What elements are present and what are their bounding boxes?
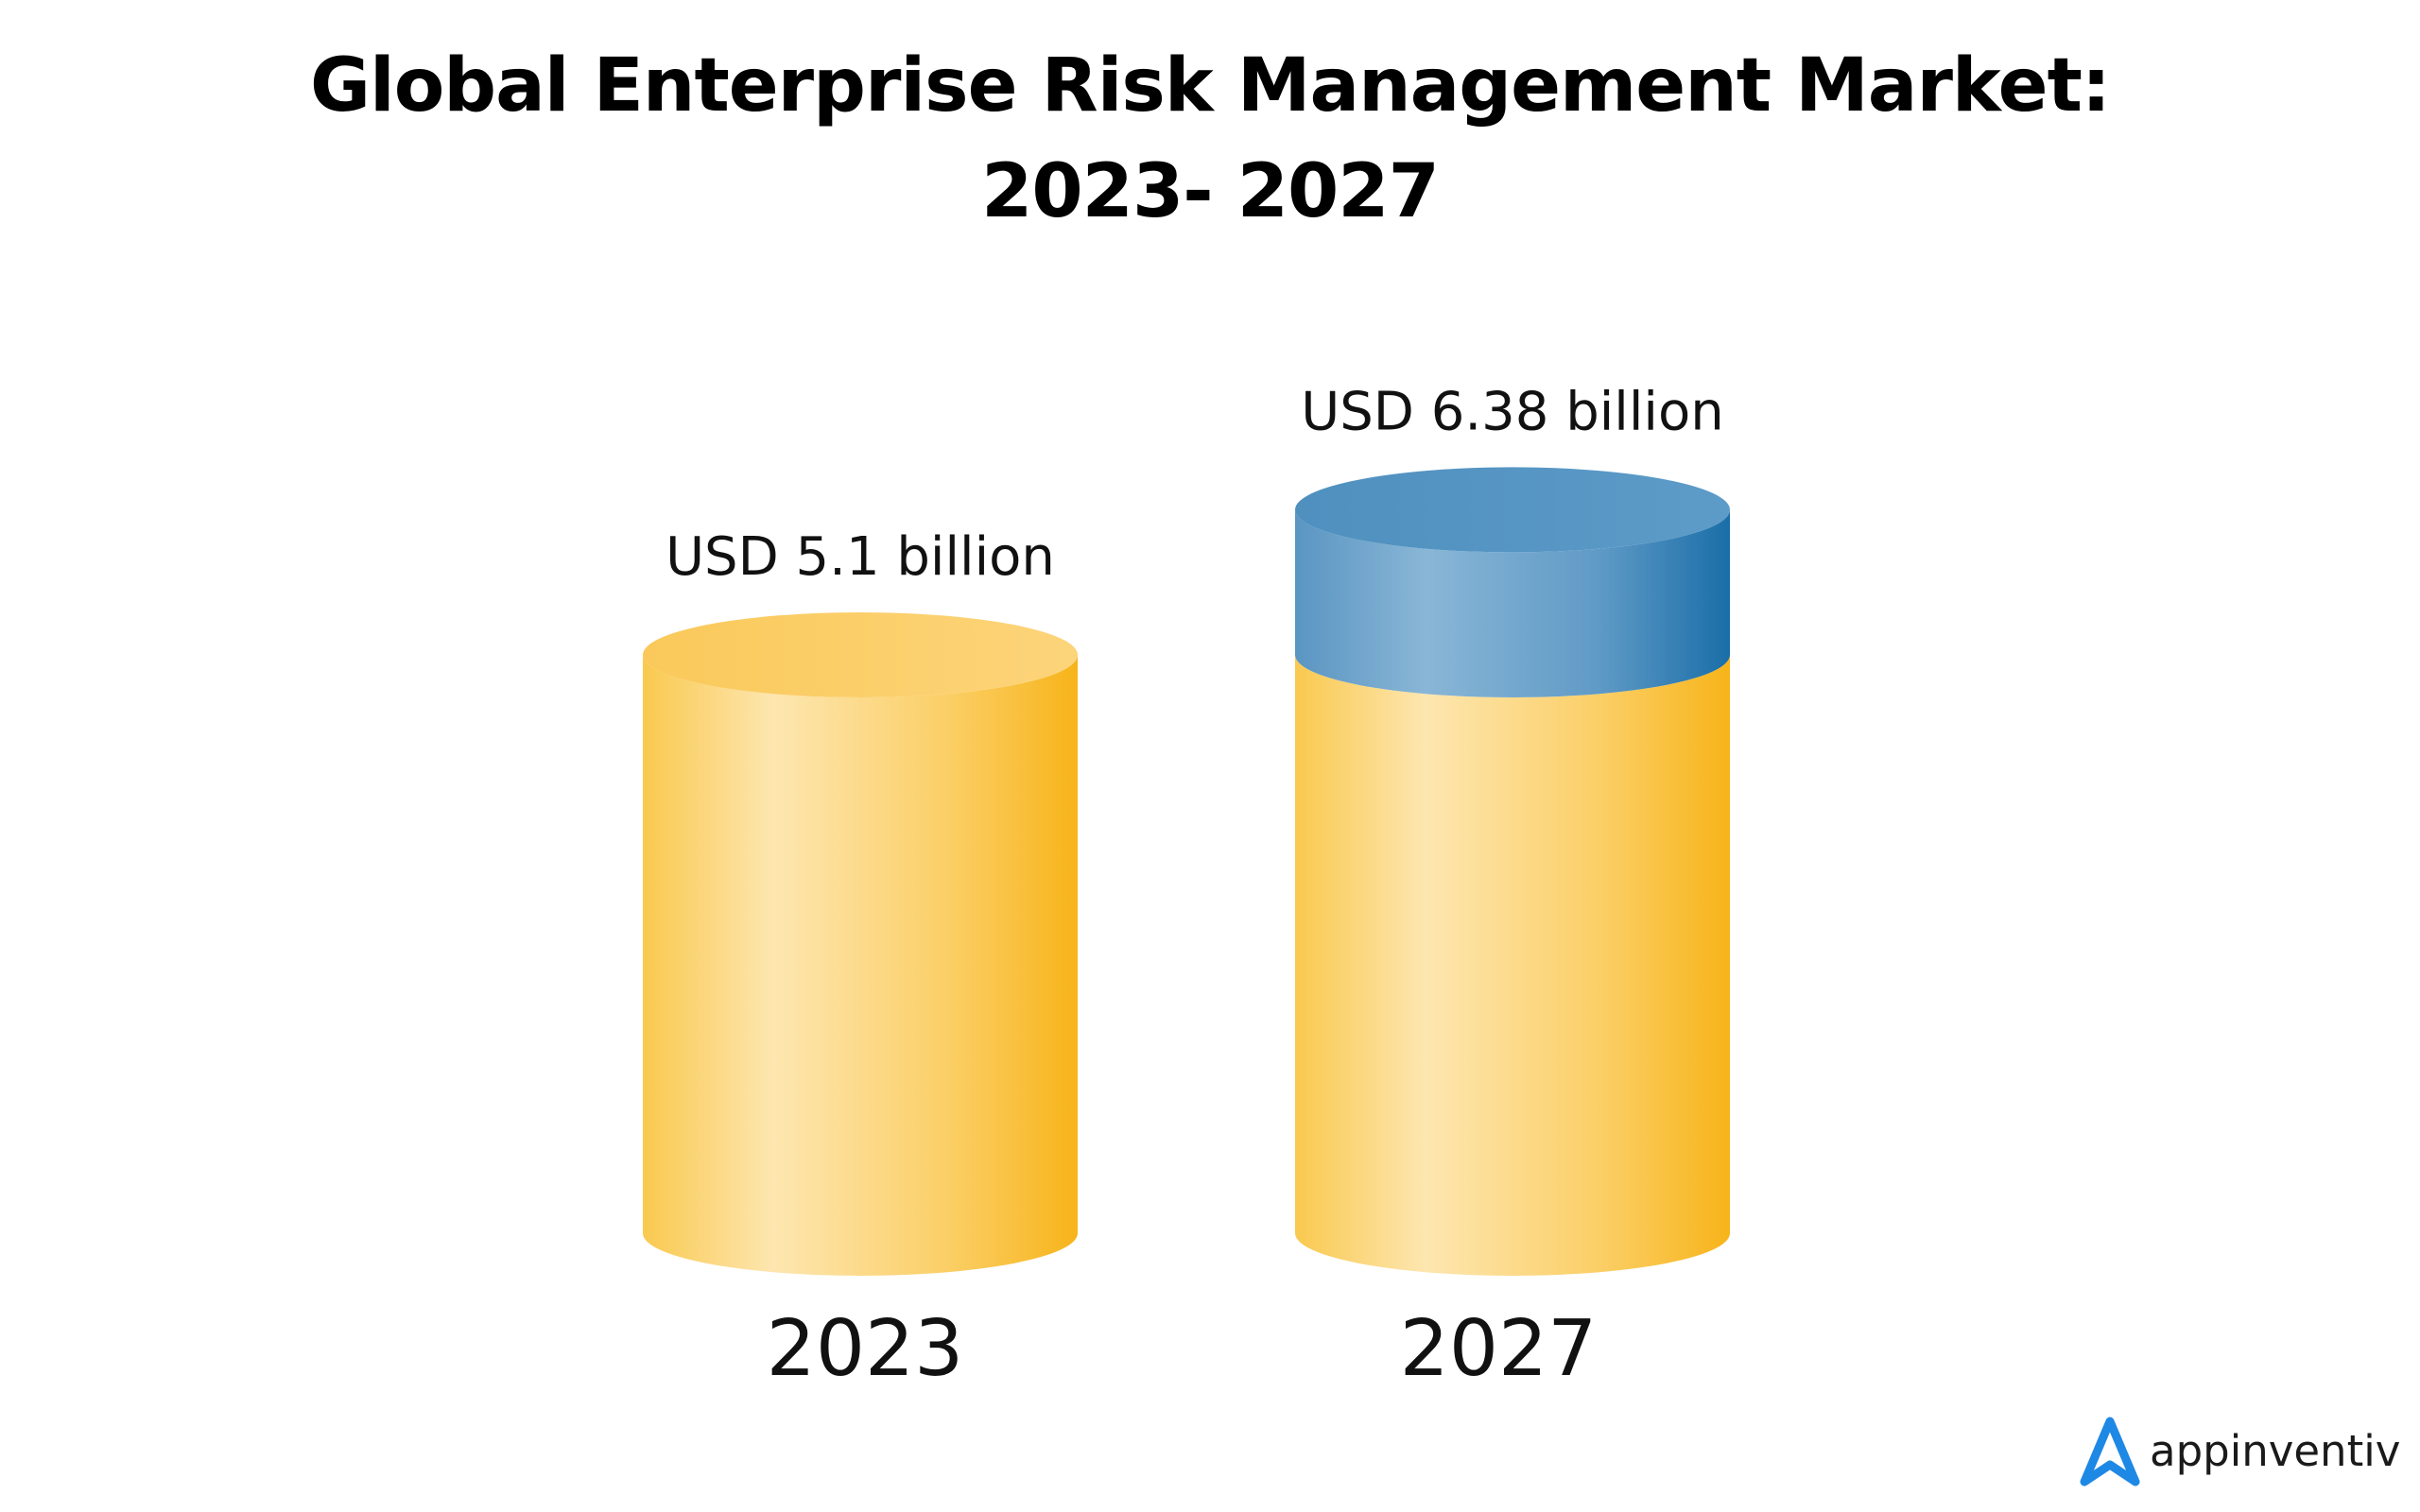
chart-title: Global Enterprise Risk Management Market… [0, 33, 2420, 245]
chart-title-line-2: 2023- 2027 [981, 149, 1440, 234]
cylinder-growth-segment-2027 [1295, 509, 1730, 697]
appinventiv-logo-icon [2080, 1417, 2140, 1486]
data-label-2027: USD 6.38 billion [1301, 381, 1723, 442]
cylinder-body-2023 [643, 655, 1078, 1276]
category-label-2027: 2027 [1400, 1304, 1598, 1394]
category-label-2023: 2023 [767, 1304, 964, 1394]
cylinder-top-2027 [1295, 467, 1730, 553]
cylinder-top-2023 [643, 612, 1078, 697]
data-label-2023: USD 5.1 billion [666, 526, 1055, 588]
cylinder-body-2027 [1295, 655, 1730, 1276]
chart-title-line-1: Global Enterprise Risk Management Market… [309, 43, 2111, 129]
appinventiv-logo-text: appinventiv [2150, 1425, 2401, 1476]
appinventiv-logo: appinventiv [2075, 1413, 2400, 1488]
